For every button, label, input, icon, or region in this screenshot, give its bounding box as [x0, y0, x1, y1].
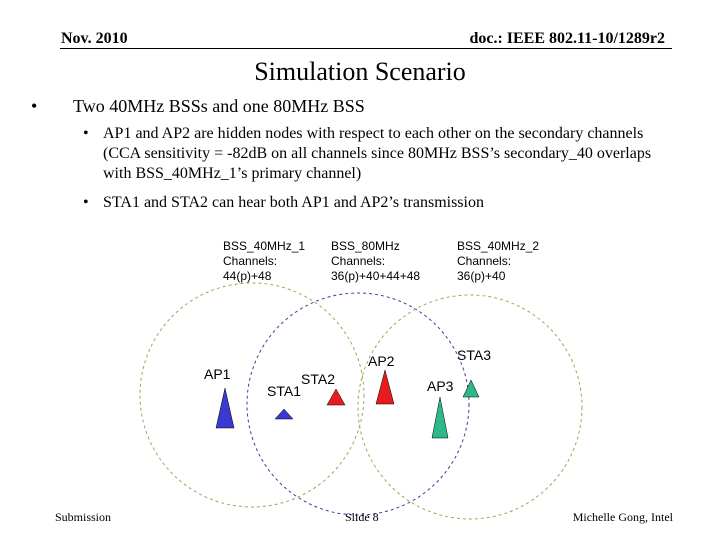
bss-channels: 36(p)+40+44+48: [331, 269, 421, 283]
bullet-dot: •: [31, 96, 38, 116]
bss-channels-label: Channels:: [223, 254, 278, 268]
sub-bullet-dot: •: [83, 125, 89, 142]
sub-bullet-1-text: AP1 and AP2 are hidden nodes with respec…: [103, 125, 652, 182]
sta1-icon: [274, 408, 294, 420]
footer-slide-number: Slide 8: [345, 510, 379, 524]
sub-bullet-dot: •: [83, 194, 89, 211]
bss-80mhz-coverage-circle: [246, 292, 470, 516]
main-bullet-text: Two 40MHz BSSs and one 80MHz BSS: [73, 96, 365, 116]
sub-bullet-2: • STA1 and STA2 can hear both AP1 and AP…: [83, 193, 663, 213]
ap2-icon: [375, 369, 395, 405]
ap3-label: AP3: [427, 378, 454, 394]
ap3-icon: [431, 396, 449, 439]
bss-40mhz-2-coverage-circle: [357, 294, 583, 520]
sub-bullet-2-text: STA1 and STA2 can hear both AP1 and AP2’…: [103, 194, 484, 211]
slide-title: Simulation Scenario: [254, 57, 466, 86]
bss-channels: 36(p)+40: [457, 269, 506, 283]
bss-40mhz-2-label: BSS_40MHz_2 Channels: 36(p)+40: [457, 239, 539, 284]
sta2-label: STA2: [301, 371, 335, 387]
header-date: Nov. 2010: [61, 30, 128, 47]
sta2-icon: [326, 388, 346, 406]
bss-40mhz-1-coverage-circle: [139, 282, 365, 508]
bss-40mhz-1-label: BSS_40MHz_1 Channels: 44(p)+48: [223, 239, 305, 284]
ap1-icon: [215, 387, 235, 429]
sta3-label: STA3: [457, 347, 491, 363]
bss-name: BSS_40MHz_1: [223, 239, 306, 253]
sub-bullet-1: • AP1 and AP2 are hidden nodes with resp…: [83, 124, 663, 184]
header-doc-id: doc.: IEEE 802.11-10/1289r2: [469, 30, 665, 47]
ap2-label: AP2: [368, 353, 395, 369]
bss-name: BSS_40MHz_2: [457, 239, 540, 253]
bss-name: BSS_80MHz: [331, 239, 400, 253]
bss-channels-label: Channels:: [457, 254, 512, 268]
bss-channels: 44(p)+48: [223, 269, 272, 283]
sta1-label: STA1: [267, 383, 301, 399]
bss-80mhz-label: BSS_80MHz Channels: 36(p)+40+44+48: [331, 239, 420, 284]
ap1-label: AP1: [204, 366, 231, 382]
bss-channels-label: Channels:: [331, 254, 386, 268]
header-rule: [60, 48, 672, 49]
footer-author: Michelle Gong, Intel: [572, 510, 673, 524]
sta3-icon: [462, 379, 480, 398]
footer-submission: Submission: [55, 510, 112, 524]
